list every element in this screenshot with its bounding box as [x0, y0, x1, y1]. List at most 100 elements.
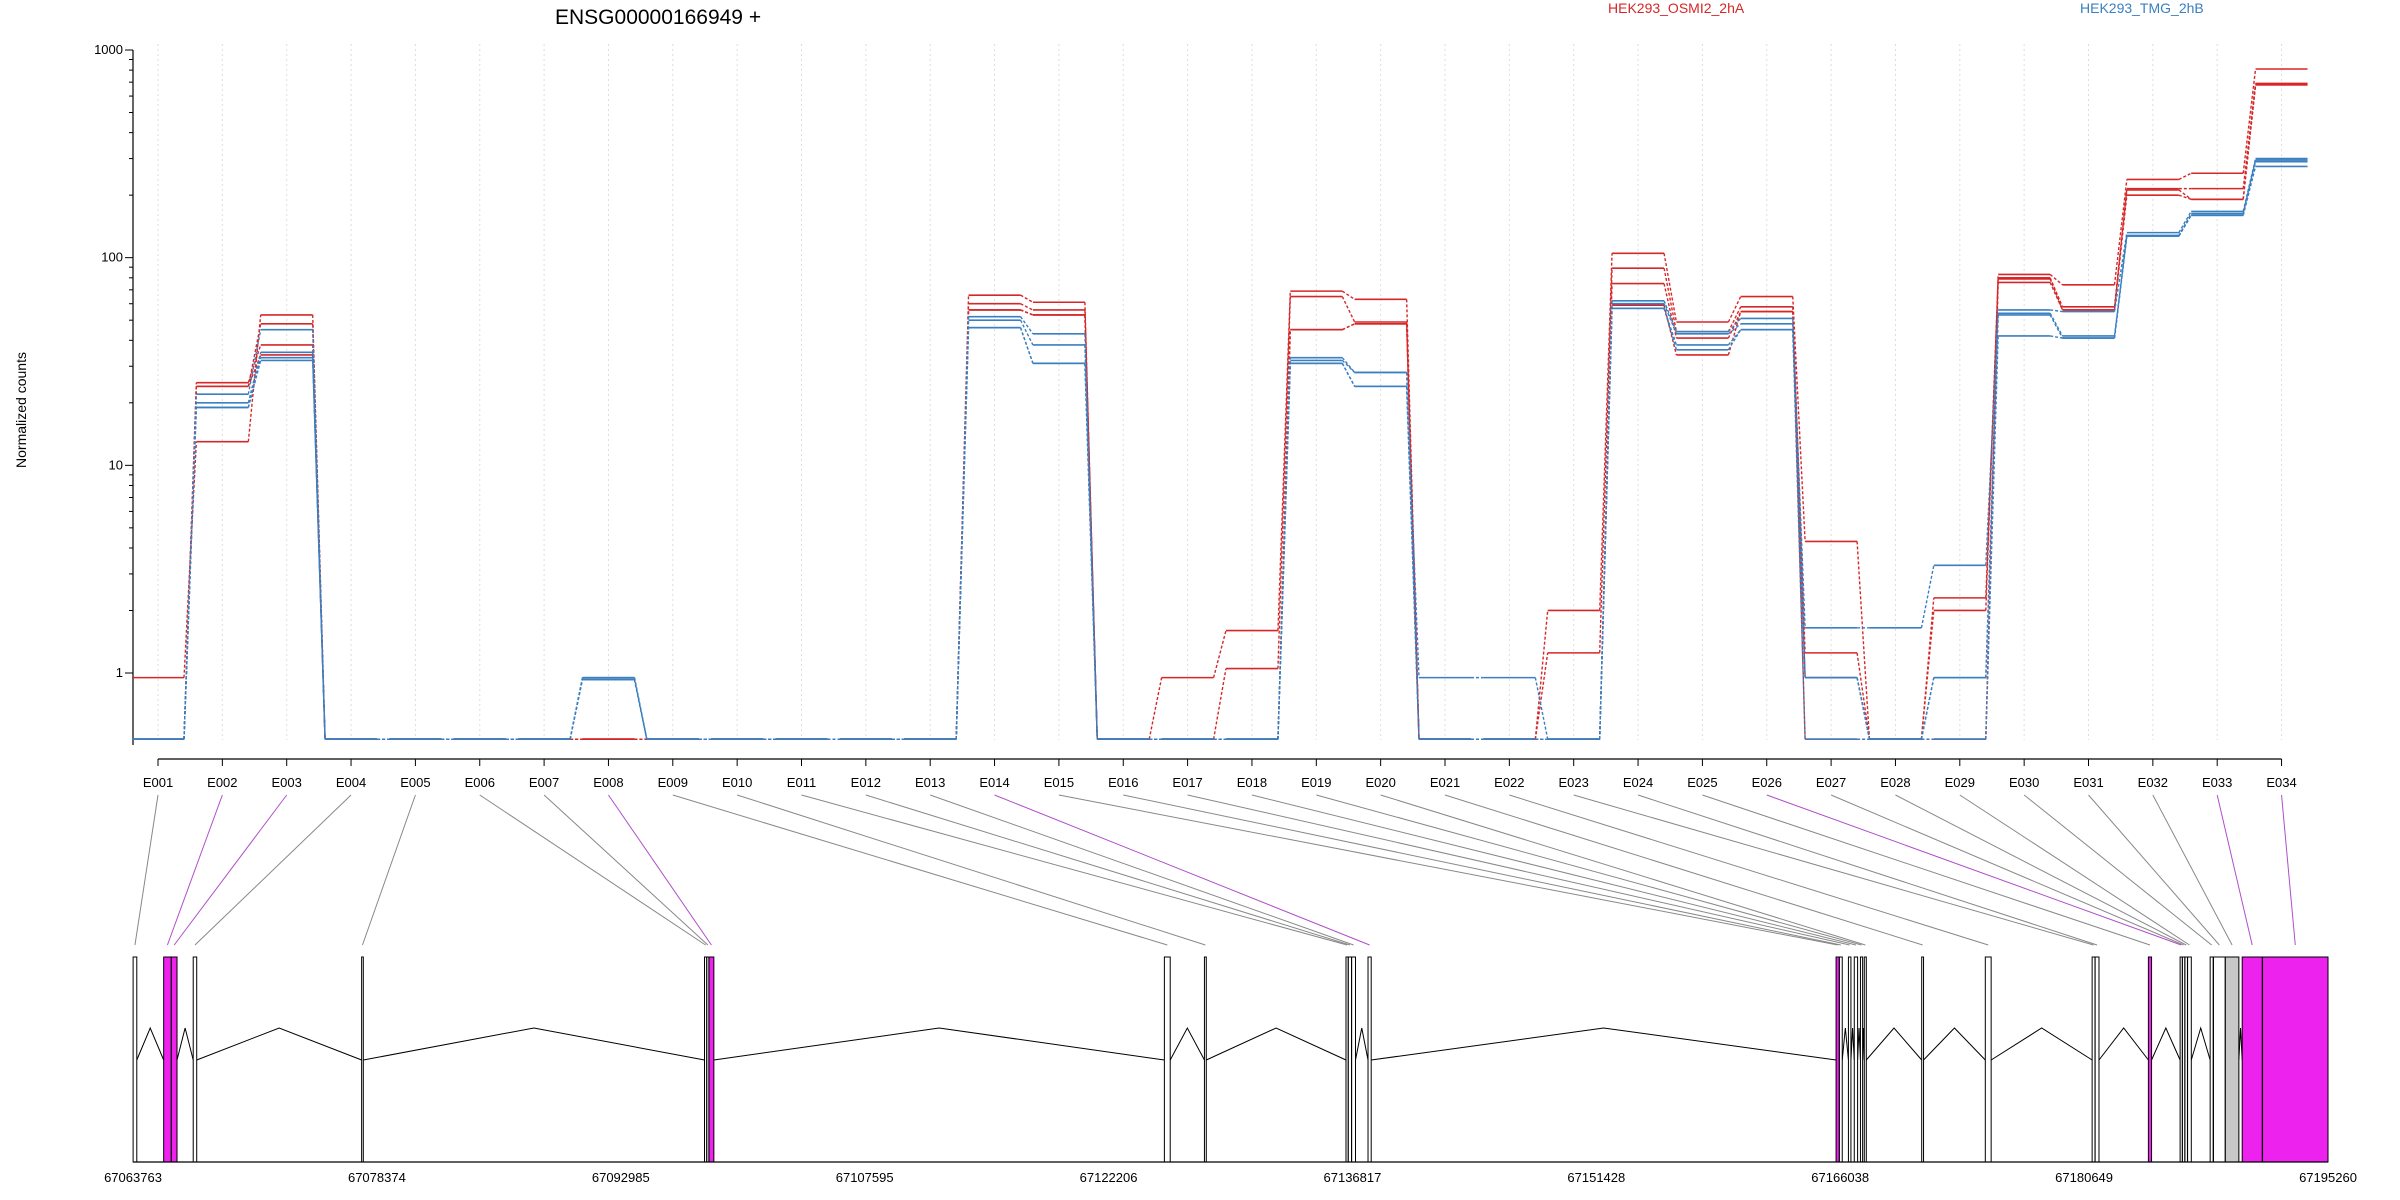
transition-segment: [2049, 312, 2064, 337]
transition-segment: [1663, 268, 1678, 332]
transition-segment: [1985, 335, 1999, 740]
exon-box-e028: [2184, 956, 2188, 1163]
transition-segment: [312, 357, 326, 740]
transition-segment: [2178, 213, 2192, 236]
transition-segment: [1277, 291, 1291, 631]
exon-box-e018: [1853, 956, 1859, 1163]
transition-segment: [1663, 253, 1678, 323]
transition-segment: [1212, 668, 1227, 740]
x-tick-label-e012: E012: [851, 775, 881, 790]
intron-junction: [1850, 1027, 1855, 1061]
transition-segment: [2242, 83, 2257, 189]
connector-e006: [479, 794, 706, 946]
x-tick-label-e032: E032: [2138, 775, 2168, 790]
coordinate-tick-label: 67151428: [1567, 1170, 1625, 1185]
transition-segment: [312, 360, 326, 740]
transition-segment: [1019, 316, 1034, 335]
x-tick-label-e021: E021: [1430, 775, 1460, 790]
x-axis: E001 E002 E003 E004 E005 E006 E007 E008 E009 E010…: [143, 758, 2297, 790]
transition-segment: [1663, 308, 1678, 351]
transition-segment: [1920, 565, 1935, 628]
intron-junction: [2238, 1027, 2243, 1061]
intron-junction: [136, 1026, 165, 1061]
transition-segment: [1599, 308, 1613, 740]
x-tick-label-e009: E009: [658, 775, 688, 790]
coordinate-tick-label: 67078374: [348, 1170, 406, 1185]
connector-e034: [2281, 794, 2296, 946]
transition-segment: [2050, 309, 2063, 313]
transition-segment: [1212, 630, 1227, 678]
connector-e018: [1251, 794, 1857, 946]
x-tick-label-e016: E016: [1108, 775, 1138, 790]
connector-e025: [1702, 794, 2151, 946]
exon-box-e023: [2091, 956, 2096, 1163]
transition-segment: [1277, 296, 1291, 669]
transition-segment: [1277, 329, 1291, 740]
x-tick-label-e028: E028: [1880, 775, 1910, 790]
x-tick-label-e014: E014: [979, 775, 1009, 790]
exon-box-e005: [361, 956, 364, 1163]
connector-e010: [736, 794, 1206, 946]
exon-box-e020: [1863, 956, 1867, 1163]
transition-segment: [247, 344, 262, 383]
transition-segment: [1341, 357, 1356, 373]
transition-segment: [1405, 386, 1420, 740]
x-tick-label-e031: E031: [2073, 775, 2103, 790]
connector-e005: [361, 794, 416, 946]
transition-segment: [1020, 294, 1034, 303]
exon-box-e034: [2262, 956, 2329, 1163]
connector-e024: [1637, 794, 2098, 946]
connector-e026: [1766, 794, 2182, 946]
exon-box-e014: [1367, 956, 1372, 1163]
intron-junction: [2098, 1027, 2149, 1061]
transition-segment: [1534, 677, 1549, 740]
x-tick-label-e024: E024: [1623, 775, 1653, 790]
exon-box-e029: [2187, 956, 2192, 1163]
exon-box-e022: [1984, 956, 1992, 1163]
x-tick-label-e022: E022: [1494, 775, 1524, 790]
exon-box-e030: [2209, 956, 2214, 1163]
transition-segment: [2050, 335, 2063, 339]
transition-segment: [1599, 268, 1613, 653]
intron-junction: [1990, 1027, 2093, 1061]
x-tick-label-e033: E033: [2202, 775, 2232, 790]
transition-segment: [2242, 68, 2257, 174]
exon-box-e010: [1203, 956, 1207, 1163]
series-line-8: [132, 165, 2308, 740]
x-tick-label-e034: E034: [2266, 775, 2296, 790]
intron-junction: [1355, 1027, 1369, 1061]
transition-segment: [2178, 172, 2192, 181]
transition-segment: [2049, 273, 2063, 286]
gene-model-track: [132, 956, 2329, 1163]
x-tick-label-e023: E023: [1559, 775, 1589, 790]
transition-segment: [1663, 300, 1678, 332]
transition-segment: [1792, 296, 1806, 542]
transition-segment: [2242, 166, 2257, 216]
x-tick-label-e001: E001: [143, 775, 173, 790]
connector-e032: [2152, 794, 2233, 946]
transition-segment: [1727, 317, 1742, 333]
transition-segment: [1020, 303, 1034, 311]
x-tick-label-e027: E027: [1816, 775, 1846, 790]
coordinate-tick-label: 67107595: [836, 1170, 894, 1185]
transition-segment: [1727, 323, 1742, 335]
connector-e003: [173, 794, 288, 946]
connector-e002: [166, 794, 223, 946]
x-tick-label-e019: E019: [1301, 775, 1331, 790]
connector-e028: [1895, 794, 2187, 946]
transition-segment: [569, 679, 584, 740]
x-tick-label-e020: E020: [1365, 775, 1395, 790]
y-tick-label: 10: [109, 457, 123, 472]
exon-box-e013: [1351, 956, 1357, 1163]
connector-e029: [1959, 794, 2190, 946]
exon-box-e031: [2212, 956, 2226, 1163]
transition-segment: [2242, 84, 2257, 200]
series-line-1: [132, 68, 2308, 740]
intron-junction: [196, 1027, 362, 1061]
coordinate-tick-label: 67063763: [104, 1170, 162, 1185]
transition-segment: [247, 360, 262, 408]
connector-e027: [1830, 794, 2184, 946]
connector-e014: [994, 794, 1370, 946]
intron-junction: [1206, 1027, 1347, 1061]
intron-junction: [2151, 1026, 2181, 1061]
